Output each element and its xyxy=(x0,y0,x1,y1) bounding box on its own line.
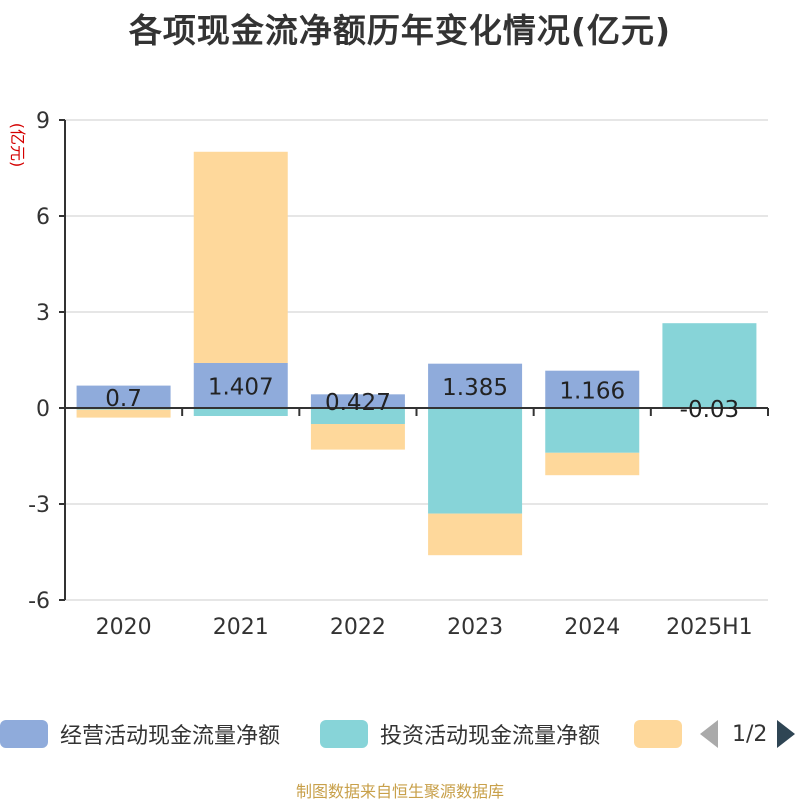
data-label: 0.7 xyxy=(105,386,142,412)
bar-2-2025H1 xyxy=(662,323,757,408)
bar-3-2023 xyxy=(428,513,523,556)
axes: -6 -3 0 3 6 9 (亿元) 2020 2021 2022 2023 2024 2025H1 xyxy=(8,109,769,640)
chart-title: 各项现金流净额历年变化情况(亿元) xyxy=(128,11,672,50)
legend-swatch-investing xyxy=(320,720,368,748)
data-labels: 0.7 1.407 0.427 1.385 1.166 -0.03 xyxy=(105,374,739,423)
source-note: 制图数据来自恒生聚源数据库 xyxy=(295,782,504,801)
bar-3-2020 xyxy=(76,409,171,418)
y-axis-label: (亿元) xyxy=(8,123,27,168)
bar-1-2022 xyxy=(310,394,405,408)
bar-2-2024 xyxy=(545,408,640,453)
legend-item-operating[interactable]: 经营活动现金流量净额 xyxy=(0,712,280,756)
bar-2-2023 xyxy=(428,408,523,514)
next-page-icon[interactable] xyxy=(777,720,796,748)
data-label: 1.166 xyxy=(559,378,625,404)
prev-page-icon[interactable] xyxy=(700,720,718,748)
data-label: -0.03 xyxy=(680,397,740,423)
legend-label-operating: 经营活动现金流量净额 xyxy=(60,724,281,749)
x-tick-label: 2024 xyxy=(564,615,620,640)
x-tick-label: 2020 xyxy=(96,615,152,640)
legend-label-investing: 投资活动现金流量净额 xyxy=(380,724,601,749)
y-tick-label: 3 xyxy=(36,301,50,326)
bar-3-2021 xyxy=(193,151,288,363)
data-label: 0.427 xyxy=(325,390,391,416)
legend-swatch-financing xyxy=(634,720,682,748)
legend-swatch-operating xyxy=(0,720,48,748)
bar-3-2022 xyxy=(310,424,405,450)
bar-1-2021 xyxy=(193,362,288,408)
legend-pager: 1/2 xyxy=(700,712,796,756)
y-tick-label: -6 xyxy=(28,589,50,614)
y-tick-label: 6 xyxy=(36,205,50,230)
legend-page-indicator: 1/2 xyxy=(732,721,768,747)
legend-item-investing[interactable]: 投资活动现金流量净额 xyxy=(320,712,600,756)
bar-2-2022 xyxy=(310,408,405,424)
y-tick-label: 9 xyxy=(36,109,50,134)
data-label: 1.385 xyxy=(442,375,508,401)
bar-1-2023 xyxy=(428,363,523,408)
legend: 经营活动现金流量净额 投资活动现金流量净额 1/2 xyxy=(0,712,800,756)
x-tick-label: 2025H1 xyxy=(666,615,753,640)
y-tick-label: -3 xyxy=(28,493,50,518)
bars xyxy=(76,151,757,556)
y-tick-label: 0 xyxy=(36,397,50,422)
bar-2-2021 xyxy=(193,408,288,416)
x-tick-label: 2023 xyxy=(447,615,503,640)
bar-3-2024 xyxy=(545,452,640,476)
bar-1-2020 xyxy=(76,385,171,408)
x-tick-label: 2022 xyxy=(330,615,386,640)
legend-item-financing[interactable] xyxy=(634,712,682,756)
data-label: 1.407 xyxy=(208,374,274,400)
x-tick-label: 2021 xyxy=(213,615,269,640)
bar-1-2024 xyxy=(545,370,640,408)
